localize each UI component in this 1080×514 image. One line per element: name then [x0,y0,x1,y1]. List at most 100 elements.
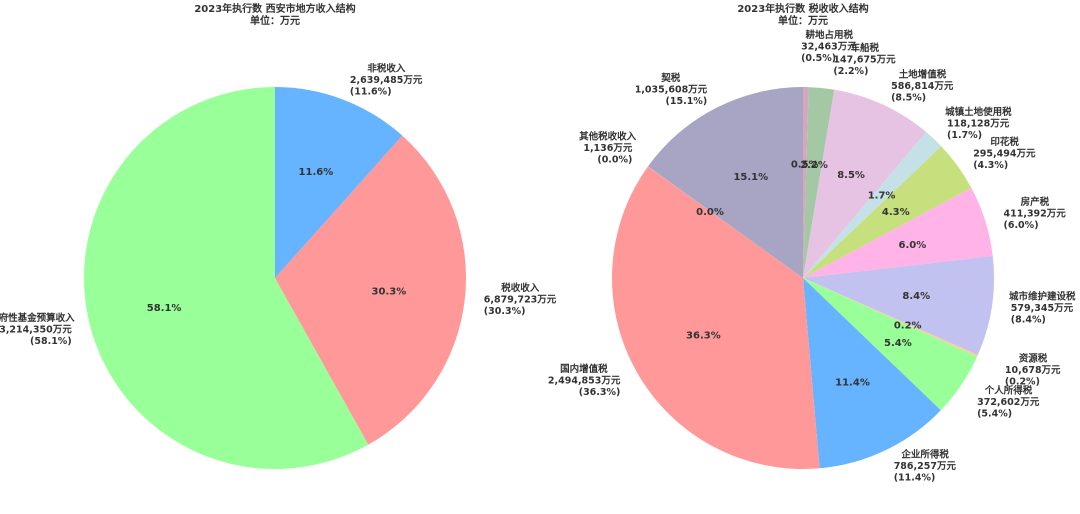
slice-value: 147,675万元 [833,54,896,65]
slice-label: 城市维护建设税 579,345万元(8.4%) [1009,290,1076,325]
slice-percent-label: 58.1% [147,303,182,314]
pie-slice [275,87,403,278]
slice-name: 印花税 [990,136,1019,148]
slice-labels: 政府性基金预算收入13,214,350万元(58.1%) 税收收入6,879,72… [0,63,557,347]
slice-percent: (0.5%) [801,53,836,64]
slice-label: 城镇土地使用税 118,128万元(1.7%) [945,106,1012,141]
pie-slice [647,87,803,278]
slice-name: 其他税收收入 [579,130,637,142]
slice-label: 耕地占用税 32,463万元(0.5%) [801,29,857,64]
slice-value: 372,602万元 [977,397,1040,408]
slice-name: 国内增值税 [560,363,608,375]
slice-value: 32,463万元 [801,41,857,52]
slice-value: 579,345万元 [1011,303,1074,314]
slice-percent-label: 5.4% [884,338,912,349]
slice-percent-label: 6.0% [899,240,927,251]
slice-name: 契税 [660,72,681,84]
slice-percent: (6.0%) [1004,220,1039,231]
slice-percent-label: 0.0% [696,207,724,218]
slice-value: 786,257万元 [894,461,957,472]
slice-value: 2,494,853万元 [548,375,621,386]
percent-labels: 0.5%2.2% 8.5%1.7% 4.3% 6.0% 8.4% 0.2% 5.4% 11.4… [686,159,930,388]
slice-name: 资源税 [1019,353,1048,365]
pie-slice [275,135,466,445]
pie-slice [803,86,809,279]
pie-slices [612,86,994,469]
slice-label: 房产税 411,392万元(6.0%) [1004,196,1067,231]
slice-percent: (11.4%) [894,473,936,484]
slice-percent: (0.2%) [1005,377,1040,388]
pie-slice [803,278,978,357]
slice-percent: (58.1%) [30,336,72,347]
slice-percent-label: 30.3% [372,287,407,298]
pie-slice [803,187,993,278]
slice-percent-label: 15.1% [733,172,768,183]
slice-percent: (36.3%) [579,387,621,398]
slice-percent-label: 8.4% [902,291,930,302]
slice-percent: (5.4%) [977,409,1012,420]
slice-percent-label: 0.5% [791,159,819,170]
slice-name: 个人所得税 [984,385,1033,397]
slice-label: 契税 1,035,608万元(15.1%) [635,72,708,107]
slice-label: 印花税 295,494万元(4.3%) [973,136,1036,171]
slice-label: 资源税 10,678万元(0.2%) [1005,353,1061,388]
slice-value: 6,879,723万元 [484,294,557,305]
slice-percent-label: 8.5% [837,170,865,181]
slice-name: 土地增值税 [899,68,947,80]
slice-value: 295,494万元 [973,148,1036,159]
slice-percent: (0.0%) [597,154,632,165]
slice-percent: (2.2%) [833,66,868,77]
pie-slice [83,87,369,469]
slice-percent-label: 2.2% [800,160,828,171]
slice-name: 城市维护建设税 [1009,290,1076,302]
slice-label: 其他税收收入 1,136万元(0.0%) [579,130,637,165]
chart-title: 2023年执行数 西安市地方收入结构 [194,2,355,15]
percent-labels: 58.1% 30.3% 11.6% [147,167,407,314]
slice-label: 非税收入 2,639,485万元(11.6%) [350,63,423,98]
pie-slice [803,146,972,278]
pie-chart-local-revenue: 2023年执行数 西安市地方收入结构 单位：万元 58.1% 30.3% 11.6%… [0,2,557,469]
slice-value: 1,035,608万元 [635,85,708,96]
slice-percent: (1.7%) [947,130,982,141]
chart-subtitle: 单位：万元 [250,14,300,27]
pie-slice [803,87,835,278]
slice-label: 企业所得税 786,257万元(11.4%) [894,449,957,484]
slice-name: 房产税 [1021,196,1050,208]
slice-value: 411,392万元 [1004,209,1067,220]
slice-label: 政府性基金预算收入13,214,350万元(58.1%) [0,312,75,347]
pie-slice [803,278,941,469]
pie-slice [803,89,927,278]
slice-name: 企业所得税 [900,449,949,461]
slice-value: 1,136万元 [583,143,633,154]
slice-name: 政府性基金预算收入 [0,312,75,324]
slice-label: 个人所得税 372,602万元(5.4%) [977,385,1040,420]
pie-slice [803,278,978,411]
slice-value: 2,639,485万元 [350,75,423,86]
pie-slice [612,166,820,469]
slice-percent-label: 0.2% [894,321,922,332]
slice-value: 586,814万元 [891,81,954,92]
pie-slice [803,132,942,278]
slice-percent-label: 11.4% [835,377,870,388]
slice-name: 车船税 [851,42,880,54]
slice-percent: (8.4%) [1011,314,1046,325]
slice-label: 土地增值税 586,814万元(8.5%) [891,68,954,103]
slice-label: 税收收入 6,879,723万元(30.3%) [484,282,557,317]
slice-percent-label: 36.3% [686,331,721,342]
slice-value: 13,214,350万元 [0,325,72,336]
slice-percent-label: 11.6% [299,167,334,178]
pie-slices [83,87,466,469]
slice-percent: (4.3%) [973,160,1008,171]
slice-percent-label: 1.7% [868,191,896,202]
slice-label: 车船税 147,675万元(2.2%) [833,42,896,77]
slice-percent: (15.1%) [666,96,708,107]
slice-value: 118,128万元 [947,119,1010,130]
chart-title: 2023年执行数 税收收入结构 [737,2,868,15]
slice-labels: 耕地占用税 32,463万元(0.5%)车船税 147,675万元(2.2%) 土地增… [548,29,1076,484]
slice-name: 耕地占用税 [805,29,853,41]
pie-chart-tax-revenue: 2023年执行数 税收收入结构 单位：万元 0.5%2.2% 8.5%1.7% 4.… [548,2,1076,484]
slice-percent-label: 4.3% [882,207,910,218]
pie-slice [803,256,994,355]
slice-name: 税收收入 [501,282,540,294]
